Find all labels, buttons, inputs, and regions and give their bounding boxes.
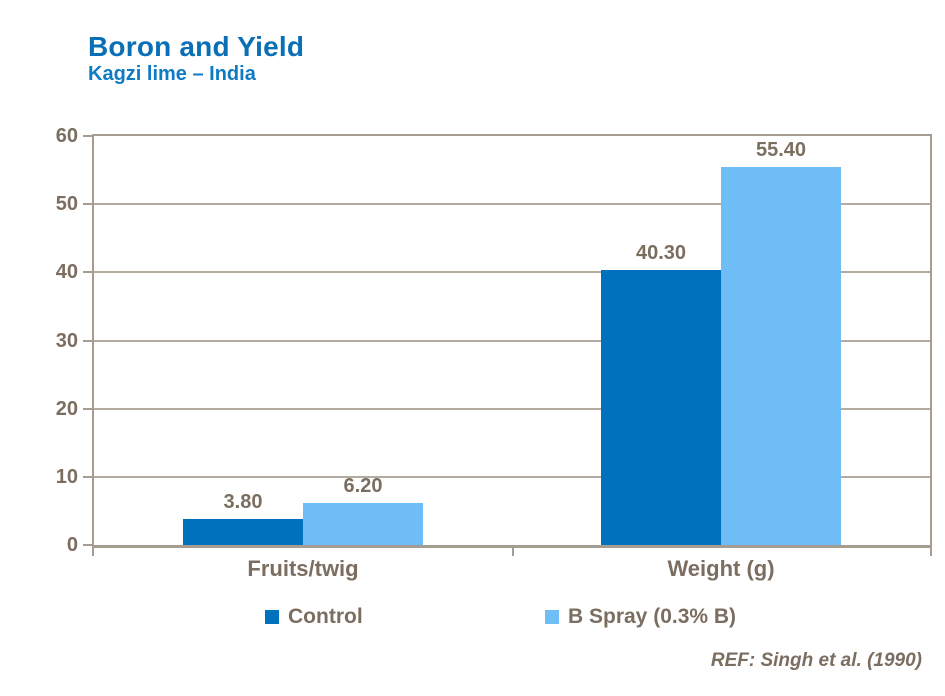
bar-bspray-1 <box>721 167 841 545</box>
page-subtitle: Kagzi lime – India <box>88 63 256 85</box>
y-axis-label: 10 <box>55 465 78 488</box>
legend-swatch-control <box>265 610 279 624</box>
bar-value-label: 40.30 <box>635 242 687 265</box>
y-axis-tick <box>83 407 92 410</box>
gridline <box>94 475 930 478</box>
bar-control-1 <box>601 270 721 545</box>
x-axis-label: Weight (g) <box>667 556 775 581</box>
bar-value-label: 55.40 <box>755 139 807 162</box>
y-axis-tick <box>83 135 92 137</box>
bar-value-label: 3.80 <box>223 491 263 514</box>
gridline <box>94 339 930 342</box>
y-axis-label: 40 <box>55 261 78 284</box>
y-axis-tick <box>83 544 92 546</box>
y-axis-label: 0 <box>66 534 78 556</box>
y-axis-tick <box>83 339 92 342</box>
plot-area: 3.80 6.20 40.30 55.40 <box>92 134 932 548</box>
gridline <box>94 407 930 410</box>
x-axis-tick <box>512 548 514 556</box>
y-axis-label: 30 <box>55 329 78 352</box>
y-axis-tick <box>83 475 92 478</box>
y-axis-tick <box>83 203 92 206</box>
y-axis-label: 50 <box>55 193 78 216</box>
bar-bspray-0 <box>303 502 423 545</box>
legend-label-control: Control <box>288 605 363 628</box>
x-axis-tick <box>930 548 932 556</box>
legend-item-bspray: B Spray (0.3% B) <box>545 605 736 629</box>
reference-text: REF: Singh et al. (1990) <box>710 650 922 671</box>
legend: Control B Spray (0.3% B) <box>0 605 945 635</box>
gridline <box>94 203 930 206</box>
y-axis-label: 20 <box>55 397 78 420</box>
bar-control-0 <box>183 519 303 545</box>
gridline <box>94 271 930 274</box>
page-title: Boron and Yield <box>88 31 305 62</box>
legend-item-control: Control <box>265 605 363 629</box>
y-axis-tick <box>83 271 92 274</box>
x-axis-tick <box>92 548 94 556</box>
bar-value-label: 6.20 <box>343 474 383 497</box>
legend-swatch-bspray <box>545 610 559 624</box>
legend-label-bspray: B Spray (0.3% B) <box>568 605 737 628</box>
y-axis-label: 60 <box>55 125 78 147</box>
x-axis-label: Fruits/twig <box>247 556 359 581</box>
